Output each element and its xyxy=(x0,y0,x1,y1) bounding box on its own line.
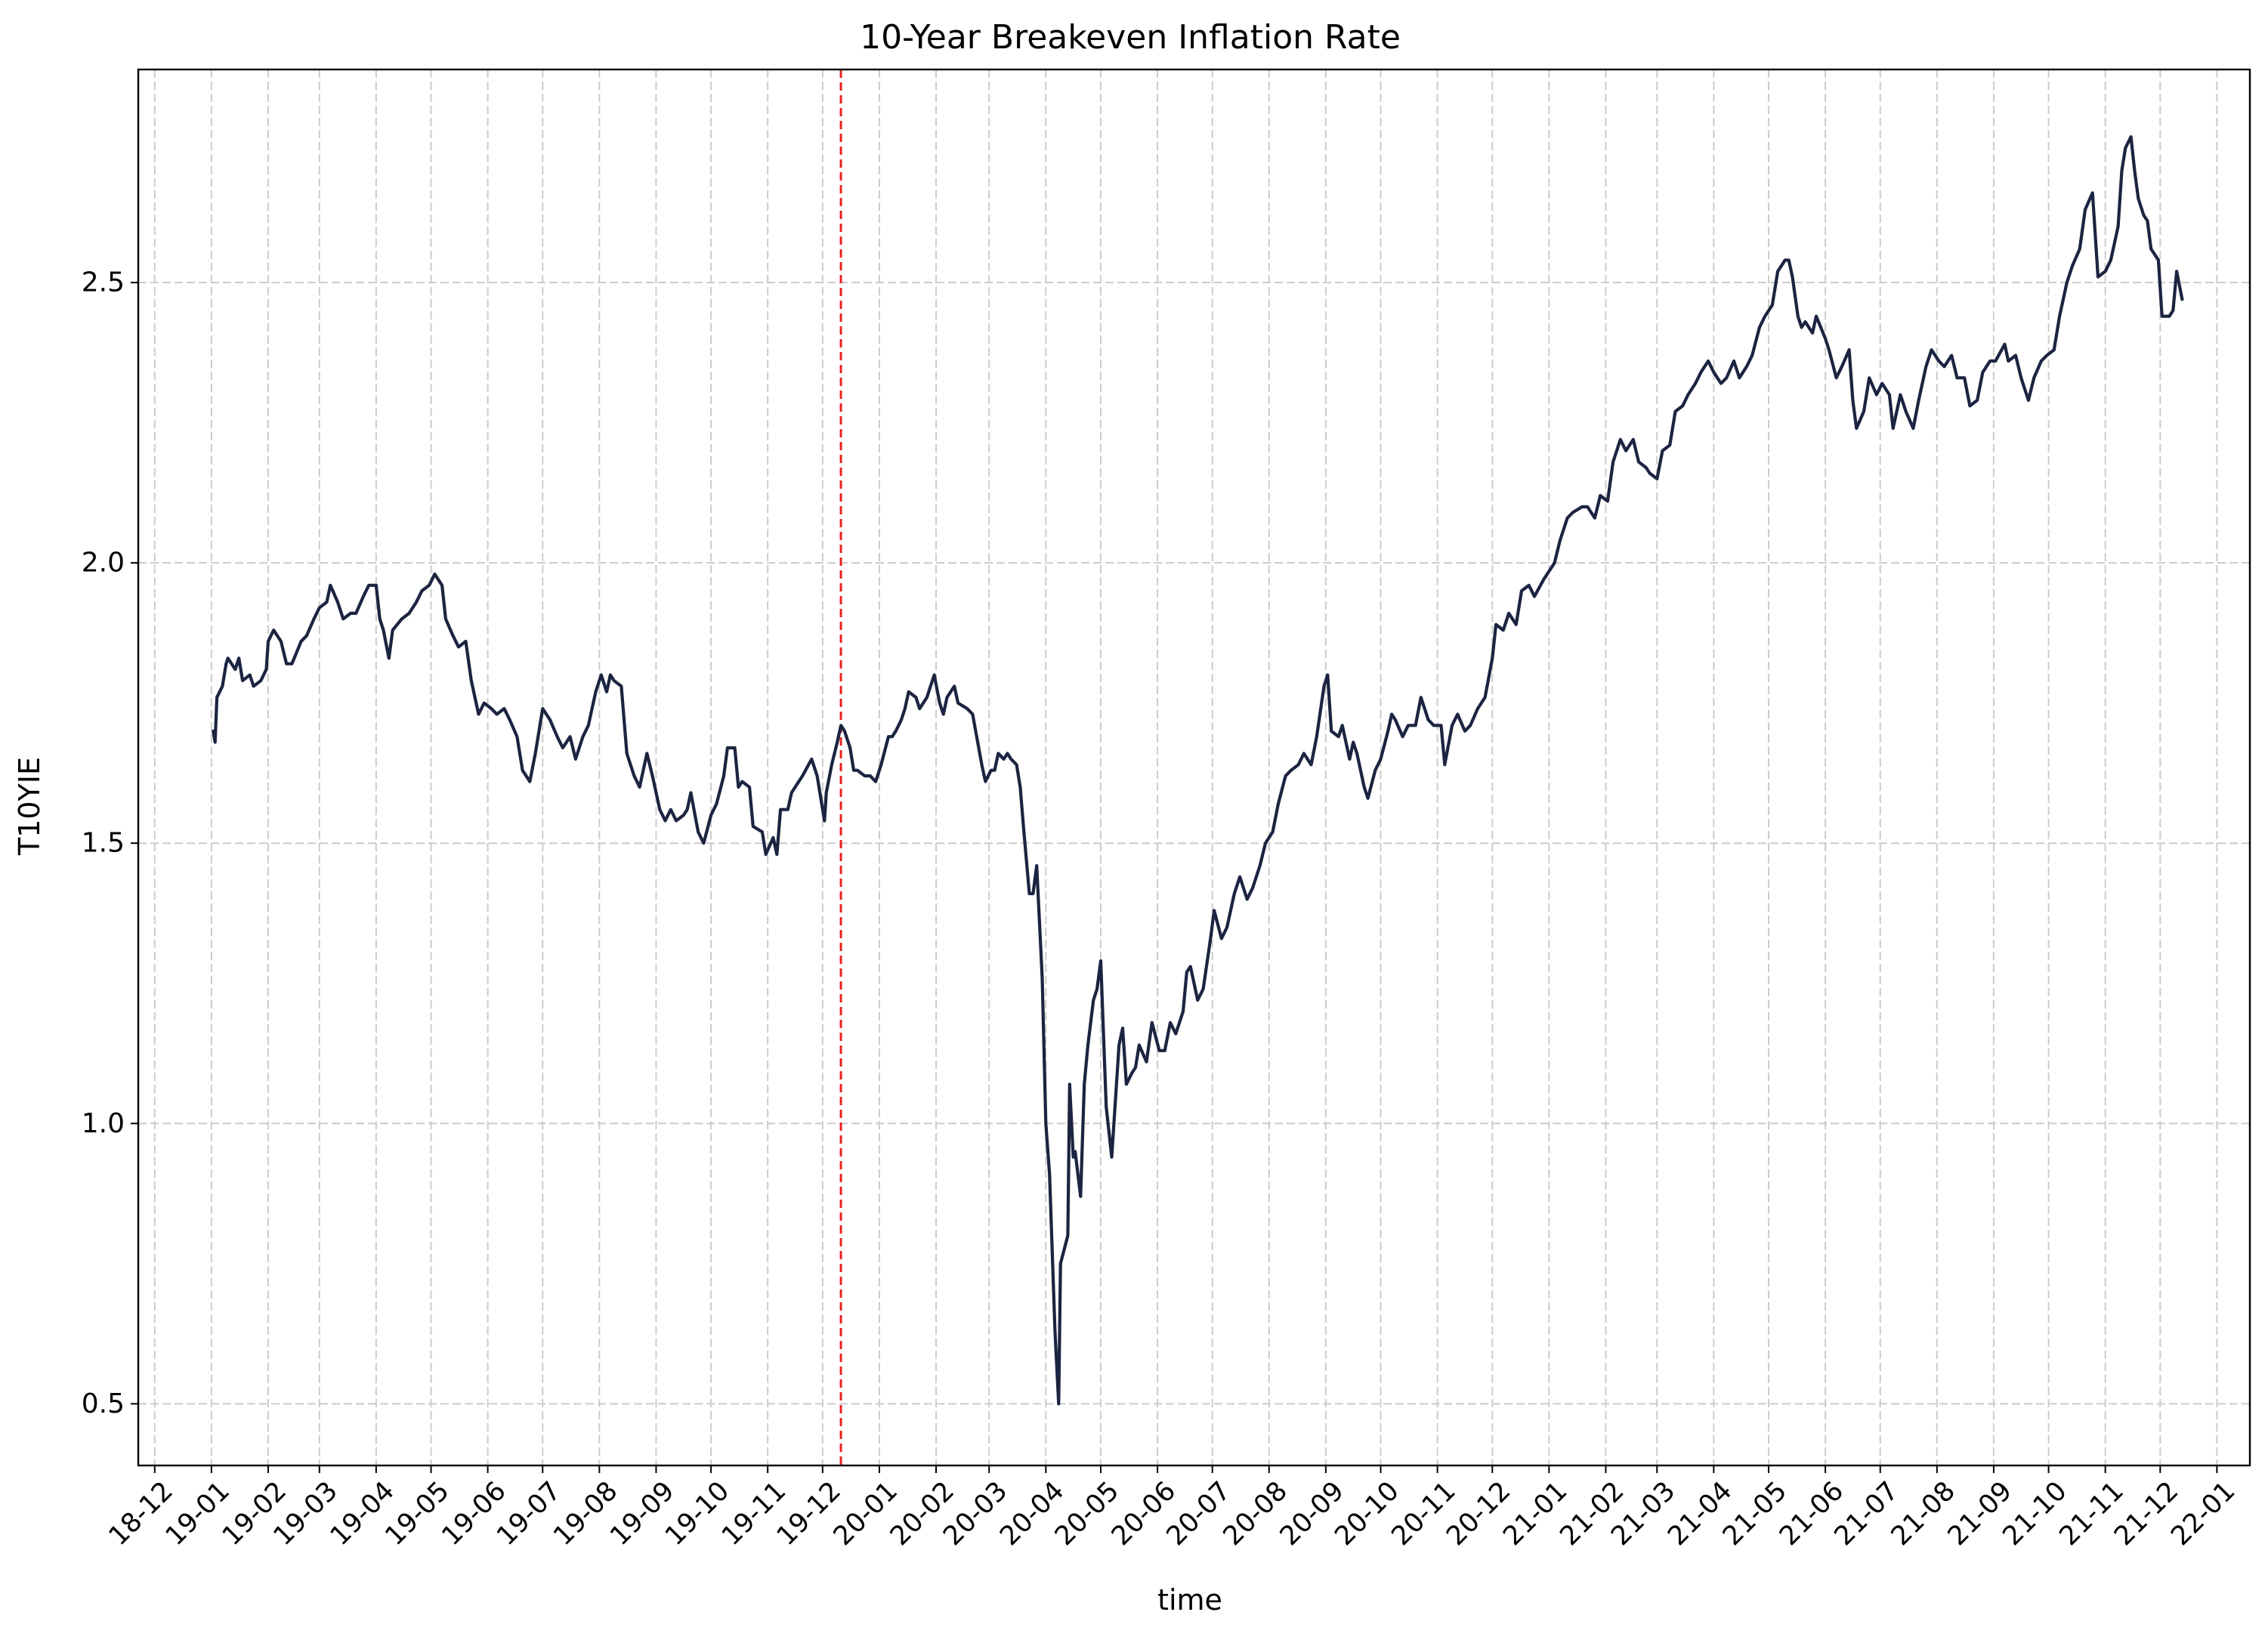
chart-title: 10-Year Breakeven Inflation Rate xyxy=(860,18,1401,57)
y-axis-ticks: 0.5 1.0 1.5 2.0 2.5 xyxy=(82,267,138,1419)
series-line xyxy=(212,135,2184,1406)
grid-lines xyxy=(138,69,2250,1465)
y-tick-label: 2.5 xyxy=(82,267,125,298)
plot-frame xyxy=(137,68,2251,1467)
y-tick-label: 1.0 xyxy=(82,1108,125,1139)
y-tick-label: 1.5 xyxy=(82,828,125,859)
y-axis-label: T10YIE xyxy=(13,757,46,856)
y-tick-label: 0.5 xyxy=(82,1388,125,1419)
x-axis-label: time xyxy=(1157,1583,1222,1617)
y-tick-label: 2.0 xyxy=(82,548,125,579)
series-group xyxy=(212,135,2184,1406)
